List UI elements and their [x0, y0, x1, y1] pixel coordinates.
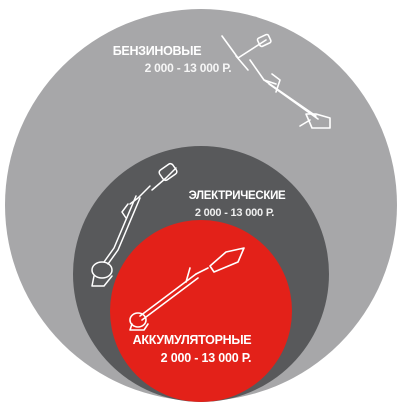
petrol-category-label: БЕНЗИНОВЫЕ 2 000 - 13 000 р. [83, 44, 232, 75]
inner-circle-battery [110, 220, 292, 402]
battery-category-title: АККУМУЛЯТОРНЫЕ [132, 333, 252, 347]
petrol-trimmer-icon [221, 33, 331, 129]
electric-category-label: ЭЛЕКТРИЧЕСКИЕ 2 000 - 13 000 р. [189, 190, 286, 219]
electric-trimmer-icon [91, 162, 178, 287]
battery-category-price: 2 000 - 13 000 р. [160, 351, 252, 365]
electric-category-price: 2 000 - 13 000 р. [194, 207, 275, 219]
petrol-category-title: БЕНЗИНОВЫЕ [112, 44, 202, 58]
electric-category-title: ЭЛЕКТРИЧЕСКИЕ [188, 190, 286, 202]
battery-trimmer-icon [129, 247, 245, 331]
battery-category-label: АККУМУЛЯТОРНЫЕ 2 000 - 13 000 р. [133, 333, 252, 365]
petrol-category-price: 2 000 - 13 000 р. [144, 61, 232, 75]
